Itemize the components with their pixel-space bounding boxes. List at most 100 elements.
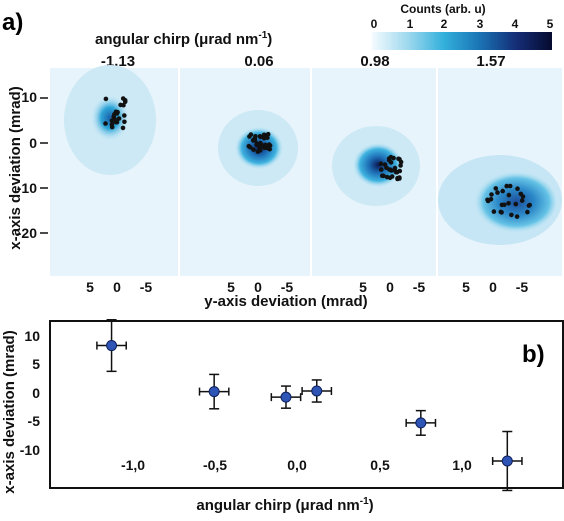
chirp-label: 1.57 [476, 53, 505, 70]
shot-dot [381, 173, 386, 179]
colorbar-tick: 0 [371, 17, 378, 31]
shot-dot [103, 96, 109, 102]
shot-dot [112, 116, 117, 122]
shot-dot [389, 174, 395, 179]
shot-dot [491, 209, 497, 214]
shot-dot [103, 121, 108, 126]
shot-dot [253, 134, 258, 139]
shot-dot [527, 202, 532, 208]
data-point [311, 385, 323, 397]
x-tick: 5 [227, 279, 235, 295]
data-point [208, 386, 220, 398]
shot-dot [122, 98, 128, 103]
x-tick: 5 [86, 279, 94, 295]
shot-dot [116, 116, 122, 121]
x-tick: 0 [489, 279, 497, 295]
shot-dot [509, 212, 514, 218]
x-tick: -1,0 [121, 457, 145, 473]
x-tick: -5 [413, 279, 426, 295]
shot-dot [506, 192, 512, 198]
top-title: angular chirp (μrad nm-1) [95, 30, 272, 48]
data-point [501, 455, 513, 467]
shot-dot [379, 167, 384, 172]
x-tick: 1,0 [452, 457, 472, 473]
shot-dot [121, 102, 126, 108]
y-tick: -10 [17, 180, 37, 196]
y-tick: -5 [28, 413, 41, 429]
shot-dot [262, 134, 268, 140]
shot-dot [502, 202, 507, 208]
shot-dot [384, 165, 389, 171]
beam-spot [468, 170, 556, 234]
shot-dot [115, 109, 120, 115]
shot-dot [396, 156, 401, 162]
chirp-labels: -1.13 0.06 0.98 1.57 [101, 53, 506, 70]
shot-dot [519, 198, 525, 203]
colorbar-title: Counts (arb. u) [400, 2, 485, 16]
x-tick: 0 [386, 279, 394, 295]
shot-dot [504, 183, 510, 189]
panel-a-y-ticks: 10 0 -10 -20 [17, 89, 48, 241]
x-tick: -5 [281, 279, 294, 295]
shot-dot [518, 191, 524, 197]
x-tick: -0,5 [203, 457, 227, 473]
top-title-close: ) [267, 31, 272, 48]
panel-b-label: b) [522, 341, 545, 368]
shot-dot [506, 201, 511, 206]
colorbar-ticks: 0 1 2 3 4 5 [371, 17, 554, 31]
shot-dot [263, 142, 268, 148]
shot-dot [251, 147, 256, 152]
colorbar-tick: 1 [407, 17, 414, 31]
data-point [280, 391, 292, 403]
shot-dot [513, 201, 519, 207]
panel-b-points [96, 319, 523, 492]
shot-dot [384, 174, 390, 180]
x-tick: -5 [516, 279, 529, 295]
panel-a-xlabel: y-axis deviation (mrad) [204, 293, 367, 310]
y-tick: 0 [29, 135, 37, 151]
beam-spot [352, 142, 404, 188]
panel-a-ylabel: x-axis deviation (mrad) [7, 86, 24, 249]
y-tick: -10 [20, 442, 40, 458]
panel-b-xlabel-close: ) [369, 497, 374, 514]
shot-dot [498, 209, 504, 215]
top-title-text: angular chirp (μrad nm [95, 31, 258, 48]
shot-markers [103, 96, 532, 219]
shot-dot [388, 160, 394, 165]
shot-dot [267, 146, 273, 152]
y-tick: 10 [21, 89, 37, 105]
shot-dot [122, 119, 127, 125]
shot-dot [489, 192, 494, 197]
shot-dot [120, 125, 126, 131]
shot-dot [378, 161, 384, 166]
panel-b: b) 10 5 0 -5 -10 x-axis deviation (mrad)… [1, 319, 564, 514]
y-tick: 10 [24, 328, 40, 344]
colorbar-tick: 4 [512, 17, 519, 31]
panel-b-frame [49, 320, 564, 489]
colorbar-tick: 2 [441, 17, 448, 31]
x-tick: 0 [254, 279, 262, 295]
shot-dot [122, 113, 127, 118]
shot-dot [500, 188, 506, 194]
colorbar-bar [372, 32, 552, 50]
shot-dot [493, 186, 499, 191]
panel-a-label: a) [2, 9, 23, 36]
chirp-label: 0.98 [360, 53, 389, 70]
y-tick: 5 [32, 356, 40, 372]
shot-dot [525, 209, 530, 215]
top-title-sup: -1 [258, 30, 267, 41]
colorbar-tick: 3 [477, 17, 484, 31]
shot-dot [394, 169, 400, 175]
panel-b-xlabel-sup: -1 [360, 496, 369, 507]
shot-dot [515, 186, 520, 191]
shot-dot [267, 143, 273, 148]
data-point [106, 340, 118, 352]
x-tick: 5 [462, 279, 470, 295]
shot-dot [257, 134, 263, 139]
shot-dot [514, 214, 520, 219]
shot-dot [397, 175, 402, 180]
shot-dot [265, 131, 271, 137]
panel-b-x-ticks: -1,0 -0,5 0,0 0,5 1,0 [121, 457, 472, 473]
colorbar: Counts (arb. u) 0 1 2 3 4 5 [371, 2, 554, 50]
shot-dot [388, 154, 394, 160]
